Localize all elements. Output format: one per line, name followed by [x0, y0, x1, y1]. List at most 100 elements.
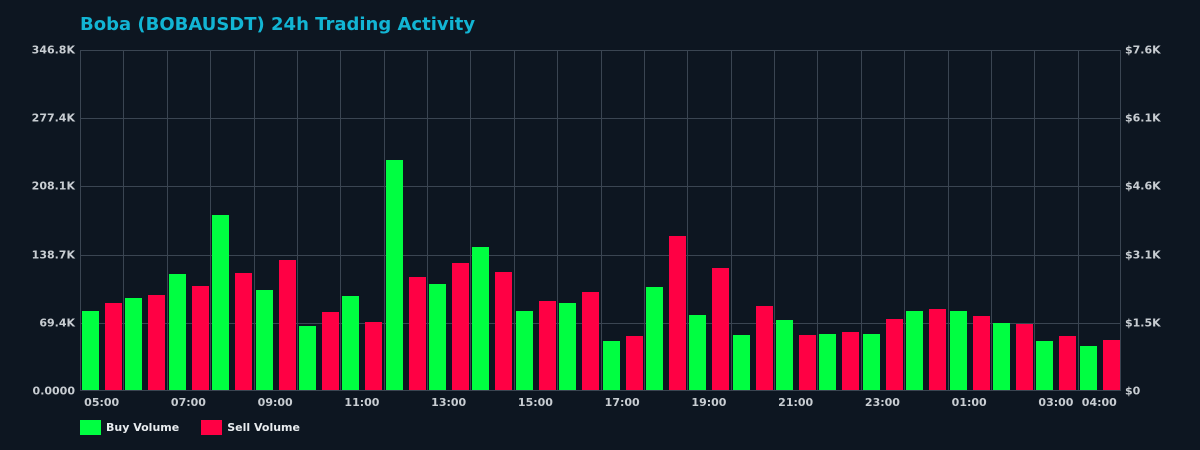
buy-bar[interactable] [776, 320, 793, 390]
buy-bar[interactable] [689, 314, 707, 390]
y-tick-right: $3.1K [1125, 248, 1161, 262]
y-tick-left: 69.4K [39, 316, 75, 330]
sell-bar[interactable] [625, 336, 643, 390]
buy-bar[interactable] [732, 335, 750, 390]
gridline-vertical [600, 51, 602, 390]
buy-bar[interactable] [472, 247, 490, 390]
x-tick: 07:00 [170, 396, 206, 409]
plot-area [80, 50, 1121, 391]
sell-bar[interactable] [1059, 336, 1077, 390]
buy-bar[interactable] [342, 296, 360, 390]
buy-bar[interactable] [429, 284, 446, 390]
buy-bar[interactable] [819, 333, 837, 390]
legend-label: Buy Volume [106, 421, 180, 434]
gridline-vertical [296, 51, 298, 390]
gridline-vertical [687, 51, 689, 390]
sell-bar[interactable] [495, 272, 513, 390]
buy-bar[interactable] [255, 290, 273, 390]
buy-bar[interactable] [1079, 345, 1097, 390]
gridline-vertical [904, 51, 906, 390]
sell-bar[interactable] [712, 267, 730, 390]
gridline-vertical [470, 51, 472, 390]
buy-bar[interactable] [385, 160, 403, 390]
sell-bar[interactable] [408, 277, 426, 390]
y-tick-right: $4.6K [1125, 179, 1161, 193]
y-tick-right: $6.1K [1125, 111, 1161, 125]
sell-bar[interactable] [582, 291, 600, 390]
gridline-vertical [253, 51, 255, 390]
sell-bar[interactable] [668, 236, 686, 390]
sell-bar[interactable] [885, 319, 903, 390]
x-tick: 23:00 [864, 396, 900, 409]
legend-item-sell[interactable]: Sell Volume [201, 420, 300, 435]
sell-bar[interactable] [148, 295, 166, 390]
gridline-vertical [1034, 51, 1036, 390]
sell-bar[interactable] [929, 308, 947, 390]
y-tick-right: $0 [1125, 384, 1141, 398]
sell-bar[interactable] [365, 321, 383, 390]
sell-bar[interactable] [799, 335, 816, 390]
y-tick-right: $7.6K [1125, 43, 1161, 57]
y-tick-left: 208.1K [31, 179, 75, 193]
x-tick: 13:00 [431, 396, 467, 409]
gridline-vertical [730, 51, 732, 390]
buy-bar[interactable] [559, 302, 577, 390]
x-tick: 03:00 [1038, 396, 1074, 409]
sell-bar[interactable] [278, 260, 296, 390]
sell-bar[interactable] [105, 302, 122, 390]
gridline-vertical [210, 51, 212, 390]
buy-bar[interactable] [992, 323, 1010, 390]
gridline-vertical [166, 51, 168, 390]
buy-bar[interactable] [602, 341, 620, 390]
y-tick-left: 138.7K [31, 248, 75, 262]
buy-bar[interactable] [949, 311, 967, 390]
sell-bar[interactable] [1102, 339, 1120, 390]
sell-bar[interactable] [755, 306, 773, 390]
y-tick-left: 0.0000 [32, 384, 75, 398]
sell-bar[interactable] [842, 332, 860, 390]
y-tick-left: 277.4K [31, 111, 75, 125]
gridline-vertical [427, 51, 428, 390]
sell-swatch-icon [201, 420, 223, 435]
x-tick: 11:00 [344, 396, 380, 409]
x-tick: 17:00 [604, 396, 640, 409]
buy-bar[interactable] [862, 333, 880, 390]
legend: Buy Volume Sell Volume [80, 420, 322, 435]
gridline-vertical [643, 51, 645, 390]
gridline-vertical [1077, 51, 1079, 390]
buy-bar[interactable] [515, 311, 533, 390]
buy-swatch-icon [80, 420, 101, 435]
x-tick: 15:00 [517, 396, 553, 409]
gridline-vertical [513, 51, 515, 390]
legend-label: Sell Volume [227, 421, 300, 434]
buy-bar[interactable] [645, 286, 663, 390]
x-tick: 19:00 [691, 396, 727, 409]
buy-bar[interactable] [212, 214, 230, 390]
y-tick-right: $1.5K [1125, 316, 1161, 330]
x-tick: 09:00 [257, 396, 293, 409]
legend-item-buy[interactable]: Buy Volume [80, 420, 179, 435]
x-tick: 01:00 [951, 396, 987, 409]
sell-bar[interactable] [321, 312, 339, 390]
sell-bar[interactable] [191, 285, 209, 390]
gridline-vertical [947, 51, 949, 390]
sell-bar[interactable] [972, 315, 990, 390]
gridline-vertical [340, 51, 342, 390]
chart-title: Boba (BOBAUSDT) 24h Trading Activity [80, 14, 476, 35]
gridline-vertical [990, 51, 992, 390]
sell-bar[interactable] [538, 301, 556, 390]
y-tick-left: 346.8K [31, 43, 75, 57]
gridline-vertical [817, 51, 819, 390]
buy-bar[interactable] [298, 326, 316, 390]
buy-bar[interactable] [125, 297, 143, 390]
buy-bar[interactable] [82, 311, 99, 390]
buy-bar[interactable] [168, 273, 186, 390]
sell-bar[interactable] [235, 273, 253, 390]
sell-bar[interactable] [1015, 324, 1033, 390]
gridline-vertical [123, 51, 125, 390]
buy-bar[interactable] [906, 311, 924, 390]
x-tick: 05:00 [84, 396, 120, 409]
x-tick: 04:00 [1081, 396, 1117, 409]
buy-bar[interactable] [1036, 341, 1054, 390]
sell-bar[interactable] [452, 262, 469, 390]
